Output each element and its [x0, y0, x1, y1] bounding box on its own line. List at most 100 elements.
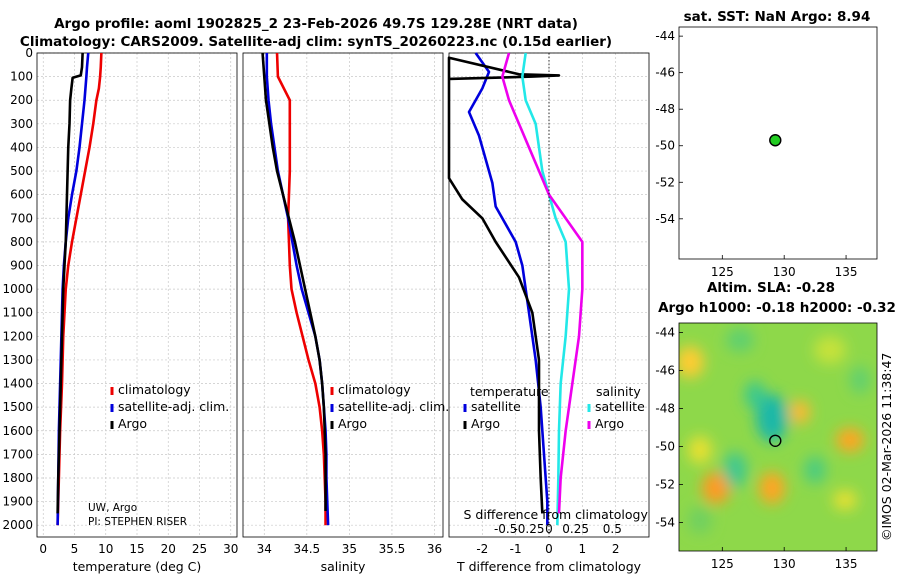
sla-blob	[833, 490, 857, 510]
map-y-tick-label: -54	[655, 516, 675, 530]
y-tick-label: 1600	[2, 424, 33, 438]
x-axis-label: T difference from climatology	[456, 559, 642, 574]
y-tick-label: 0	[25, 46, 33, 60]
map-x-tick-label: 125	[711, 557, 734, 571]
sla-blob	[756, 394, 788, 442]
y-tick-label: 1700	[2, 447, 33, 461]
x-tick-label: 35	[342, 542, 357, 556]
x-tick-label: 15	[129, 542, 144, 556]
legend-label: Argo	[595, 416, 624, 431]
s-tick-label: -0.25	[513, 522, 544, 536]
legend-heading-t: temperature	[470, 384, 549, 399]
y-tick-label: 200	[10, 93, 33, 107]
map-y-tick-label: -50	[655, 440, 675, 454]
sla-blob	[688, 506, 712, 534]
imos-watermark: ©IMOS 02-Mar-2026 11:38:47	[879, 353, 894, 541]
map-y-tick-label: -46	[655, 364, 675, 378]
x-tick-label: 10	[98, 542, 113, 556]
x-tick-label: 0	[545, 542, 553, 556]
y-tick-label: 400	[10, 140, 33, 154]
legend-label: satellite-adj. clim.	[118, 399, 229, 414]
sla-blob	[804, 456, 826, 484]
credit-line2: PI: STEPHEN RISER	[88, 516, 187, 528]
legend-label: satellite	[471, 399, 521, 414]
legend-label: satellite-adj. clim.	[338, 399, 449, 414]
map-y-tick-label: -52	[655, 175, 675, 189]
x-axis-label: salinity	[321, 559, 366, 574]
map-y-tick-label: -48	[655, 402, 675, 416]
map-y-tick-label: -44	[655, 326, 675, 340]
s-tick-label: 0.5	[603, 522, 622, 536]
map-y-tick-label: -54	[655, 212, 675, 226]
sla-blob	[759, 472, 785, 504]
sla-blob	[836, 428, 864, 452]
axes-frame	[36, 52, 238, 538]
x-tick-label: 1	[579, 542, 587, 556]
sla-blob	[679, 346, 704, 378]
map-y-tick-label: -50	[655, 139, 675, 153]
sla-blob	[723, 452, 747, 488]
sla-map-panel: -44 -46 -48 -50 -52 -54 125 130 135	[655, 322, 878, 571]
map-y-tick-label: -52	[655, 478, 675, 492]
map-frame	[678, 26, 878, 260]
x-tick-label: 34	[257, 542, 272, 556]
x-tick-label: -2	[476, 542, 488, 556]
s-axis-label: S difference from climatology	[463, 507, 648, 522]
legend-label: climatology	[118, 382, 191, 397]
series-line-t-argo	[447, 56, 561, 514]
sla-blob	[745, 381, 765, 409]
series-line-argo	[261, 52, 327, 512]
map-y-tick-label: -46	[655, 66, 675, 80]
y-tick-label: 1100	[2, 306, 33, 320]
legend-label: satellite	[595, 399, 645, 414]
sla-blob	[790, 400, 810, 424]
x-axis-label: temperature (deg C)	[73, 559, 202, 574]
sst-map-panel: -44 -46 -48 -50 -52 -54 125 130 135	[655, 26, 878, 279]
figure-title-line1: Argo profile: aoml 1902825_2 23-Feb-2026…	[54, 16, 578, 32]
difference-panel: -2 -1 0 1 2 T difference from climatology -0.5…	[447, 52, 650, 574]
legend-heading-s: salinity	[596, 384, 641, 399]
x-tick-label: 30	[223, 542, 238, 556]
sla-map-title-line2: Argo h1000: -0.18 h2000: -0.32	[658, 300, 896, 316]
y-tick-label: 900	[10, 258, 33, 272]
series-line-climatology	[275, 52, 327, 526]
argo-float-marker	[769, 434, 782, 447]
map-x-tick-label: 125	[711, 265, 734, 279]
map-x-tick-label: 130	[773, 557, 796, 571]
map-y-tick-label: -48	[655, 102, 675, 116]
sla-map-title-line1: Altim. SLA: -0.28	[707, 280, 835, 296]
sla-blobs	[679, 328, 870, 534]
series-line-s-argo	[501, 52, 584, 514]
sla-blob	[850, 366, 870, 394]
y-tick-label: 300	[10, 117, 33, 131]
x-tick-label: -1	[510, 542, 522, 556]
y-tick-label: 1500	[2, 400, 33, 414]
legend-label: Argo	[338, 416, 367, 431]
legend-label: Argo	[118, 416, 147, 431]
series-line-argo	[56, 52, 84, 514]
sla-blob	[702, 472, 730, 504]
s-tick-label: -0.5	[494, 522, 517, 536]
legend-label: climatology	[338, 382, 411, 397]
temperature-panel: 0100200300400500600700800900100011001200…	[2, 46, 238, 574]
x-tick-label: 36	[427, 542, 442, 556]
x-tick-label: 2	[612, 542, 620, 556]
y-tick-label: 800	[10, 235, 33, 249]
y-tick-label: 1900	[2, 495, 33, 509]
s-tick-label: 0	[545, 522, 553, 536]
map-x-tick-label: 135	[835, 265, 858, 279]
y-tick-label: 500	[10, 164, 33, 178]
series-line-t-satellite	[467, 52, 549, 526]
x-tick-label: 34.5	[293, 542, 320, 556]
map-x-tick-label: 135	[835, 557, 858, 571]
salinity-panel: 34 34.5 35 35.5 36 salinity climatology satelli…	[242, 52, 449, 574]
sla-blob	[688, 436, 712, 464]
map-y-tick-label: -44	[655, 29, 675, 43]
y-tick-label: 1200	[2, 329, 33, 343]
sst-map-title: sat. SST: NaN Argo: 8.94	[684, 9, 871, 25]
x-tick-label: 20	[161, 542, 176, 556]
figure-title-line2: Climatology: CARS2009. Satellite-adj cli…	[20, 34, 612, 50]
x-tick-label: 5	[71, 542, 79, 556]
s-tick-label: 0.25	[562, 522, 589, 536]
